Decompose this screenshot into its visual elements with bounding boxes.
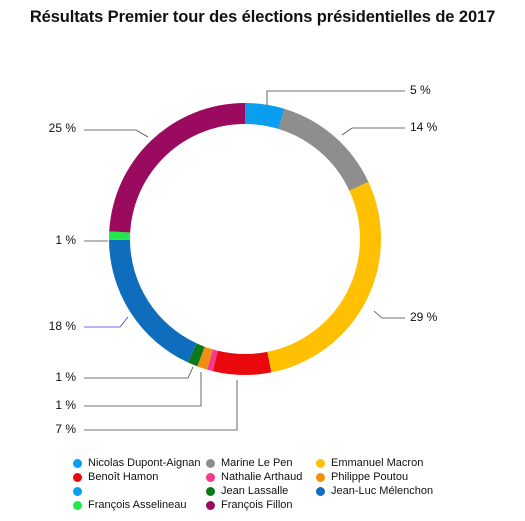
slice-0 <box>245 103 285 129</box>
slice-label-9: 25 % <box>49 121 77 135</box>
legend-item-0: Nicolas Dupont-Aignan <box>73 457 206 469</box>
leader-line-7 <box>84 316 129 328</box>
legend-swatch <box>73 486 82 496</box>
legend-label: François Fillon <box>221 499 293 511</box>
legend-swatch <box>73 458 82 468</box>
legend-swatch <box>316 458 325 468</box>
slice-3 <box>212 350 272 376</box>
leader-line-6 <box>84 366 194 379</box>
slice-label-2: 29 % <box>410 310 438 324</box>
legend-item-6 <box>73 485 206 497</box>
legend-swatch <box>316 486 325 496</box>
slice-label-1: 14 % <box>410 120 438 134</box>
legend-label: Philippe Poutou <box>331 471 409 483</box>
leader-line-2 <box>373 310 405 319</box>
legend-swatch <box>73 472 82 482</box>
slice-label-3: 7 % <box>55 422 76 436</box>
legend-item-2: Emmanuel Macron <box>316 457 446 469</box>
chart-legend: Nicolas Dupont-Aignan Marine Le Pen Emmanu… <box>73 457 446 511</box>
legend-item-10: François Fillon <box>206 499 316 511</box>
legend-swatch <box>73 500 82 510</box>
legend-label: Nathalie Arthaud <box>221 471 303 483</box>
leader-line-9 <box>84 129 149 138</box>
legend-item-1: Marine Le Pen <box>206 457 316 469</box>
slice-label-6: 1 % <box>55 370 76 384</box>
slice-5 <box>197 346 213 370</box>
slice-6 <box>187 343 205 367</box>
slice-7 <box>109 239 197 363</box>
legend-label: Jean-Luc Mélenchon <box>331 485 434 497</box>
slice-2 <box>267 181 381 373</box>
legend-label: François Asselineau <box>88 499 187 511</box>
leader-line-0 <box>266 90 405 105</box>
legend-swatch <box>206 500 215 510</box>
slice-label-0: 5 % <box>410 83 431 97</box>
leader-line-1 <box>341 127 405 136</box>
slice-9 <box>109 103 245 233</box>
legend-label: Jean Lassalle <box>221 485 289 497</box>
slice-4 <box>207 349 218 372</box>
legend-label: Emmanuel Macron <box>331 457 424 469</box>
legend-item-3: Benoît Hamon <box>73 471 206 483</box>
legend-item-5: Philippe Poutou <box>316 471 446 483</box>
legend-swatch <box>206 472 215 482</box>
legend-label: Nicolas Dupont-Aignan <box>88 457 201 469</box>
leader-line-3 <box>84 380 238 431</box>
chart-title: Résultats Premier tour des élections pré… <box>29 8 496 26</box>
legend-swatch <box>316 472 325 482</box>
legend-swatch <box>206 458 215 468</box>
legend-label: Marine Le Pen <box>221 457 293 469</box>
legend-item-7: Jean Lassalle <box>206 485 316 497</box>
slice-8 <box>109 231 131 240</box>
legend-item-4: Nathalie Arthaud <box>206 471 316 483</box>
slice-label-7: 18 % <box>49 319 77 333</box>
legend-item-9: François Asselineau <box>73 499 206 511</box>
slice-label-8: 1 % <box>55 233 76 247</box>
leader-line-5 <box>84 372 202 407</box>
slice-1 <box>278 108 369 191</box>
legend-item-8: Jean-Luc Mélenchon <box>316 485 446 497</box>
legend-label: Benoît Hamon <box>88 471 159 483</box>
legend-swatch <box>206 486 215 496</box>
slice-label-5: 1 % <box>55 398 76 412</box>
